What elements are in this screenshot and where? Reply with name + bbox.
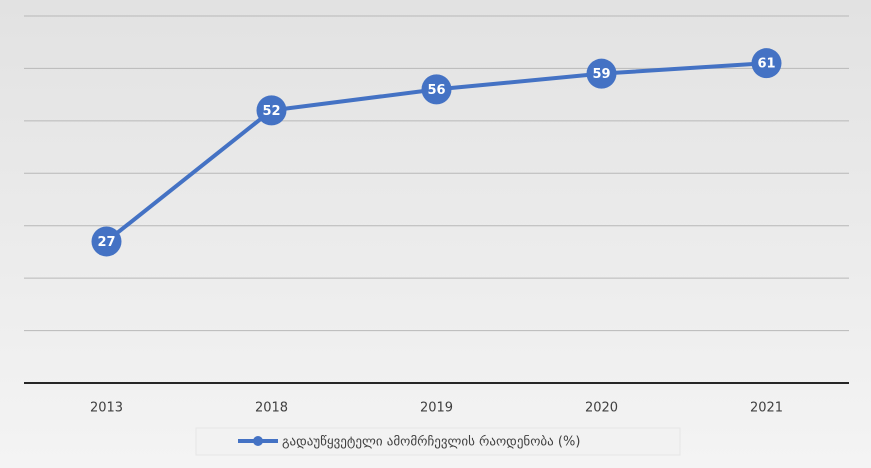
marker [421,74,452,105]
legend-label: გადაუწყვეტელი ამომრჩევლის რაოდენობა (%) [282,435,580,450]
x-tick-label: 2020 [585,401,618,416]
x-tick-label: 2013 [90,401,123,416]
data-label: 59 [592,67,610,82]
legend-marker [253,436,263,446]
data-label: 27 [97,235,115,250]
marker [586,58,617,89]
marker [256,95,287,126]
data-label: 56 [427,83,445,98]
x-tick-label: 2018 [255,401,288,416]
data-label: 52 [262,104,280,119]
marker [751,48,782,79]
x-tick-label: 2019 [420,401,453,416]
data-label: 61 [757,57,775,72]
x-tick-label: 2021 [750,401,783,416]
marker [91,226,122,257]
